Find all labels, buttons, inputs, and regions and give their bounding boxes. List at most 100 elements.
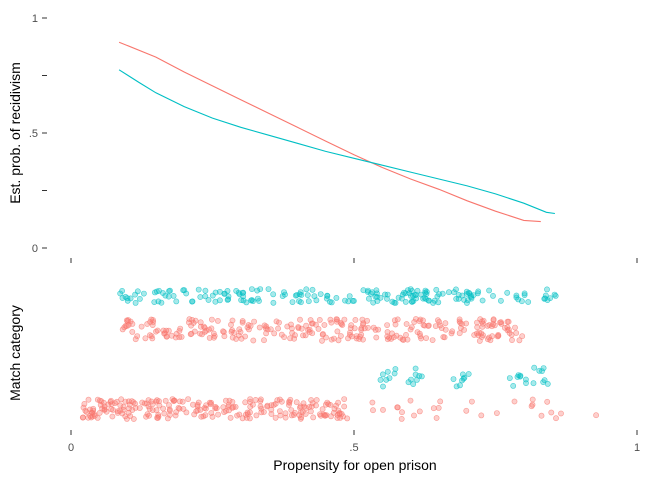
point-band-4: [455, 295, 462, 302]
point-band-1: [288, 412, 295, 419]
point-band-3: [256, 324, 263, 331]
point-band-1: [399, 409, 405, 416]
point-band-1: [593, 412, 599, 419]
point-band-3: [420, 322, 427, 328]
point-band-3: [417, 333, 424, 340]
point-band-1: [148, 398, 155, 405]
point-band-4: [346, 293, 353, 299]
point-band-1: [341, 403, 348, 410]
point-band-1: [282, 410, 289, 417]
point-band-1: [166, 402, 172, 409]
point-band-1: [132, 404, 139, 411]
point-band-3: [321, 322, 328, 328]
bottom-y-axis-title: Match category: [7, 305, 23, 401]
point-band-1: [407, 397, 414, 404]
point-band-3: [457, 319, 464, 326]
point-band-1: [220, 404, 227, 411]
point-band-1: [120, 403, 127, 410]
point-band-1: [528, 403, 535, 410]
point-band-4: [521, 290, 528, 297]
point-band-1: [120, 406, 127, 413]
point-band-3: [479, 318, 485, 325]
point-band-1: [171, 397, 178, 404]
point-band-1: [144, 411, 151, 418]
point-band-3: [341, 316, 348, 323]
point-band-4: [345, 298, 352, 305]
point-band-3: [479, 323, 486, 330]
point-band-2: [530, 380, 537, 387]
point-band-1: [194, 403, 201, 410]
bottom-x-axis: 0.5 1: [68, 430, 640, 454]
point-band-3: [229, 317, 236, 324]
point-band-4: [513, 292, 520, 299]
point-band-3: [210, 330, 217, 337]
top-y-axis-title: Est. prob. of recidivism: [7, 62, 23, 204]
point-band-1: [252, 396, 259, 403]
point-band-3: [412, 316, 419, 322]
point-band-2: [453, 383, 460, 390]
point-band-3: [197, 330, 203, 337]
point-band-2: [457, 382, 463, 389]
point-band-2: [515, 372, 522, 378]
top-y-tick-label-0: 0: [32, 243, 38, 255]
bottom-x-tick-label-1: .5: [349, 442, 358, 454]
point-band-1: [394, 404, 401, 411]
point-band-1: [130, 416, 137, 422]
point-band-4: [265, 286, 272, 292]
point-band-1: [268, 406, 275, 413]
point-band-4: [303, 286, 310, 293]
point-band-3: [393, 332, 400, 339]
point-band-4: [270, 291, 277, 298]
point-band-1: [310, 414, 317, 421]
point-band-1: [230, 404, 237, 410]
point-band-1: [328, 413, 334, 420]
point-band-2: [386, 375, 393, 381]
point-band-3: [149, 322, 156, 328]
point-band-1: [175, 404, 182, 411]
point-band-2: [510, 382, 517, 389]
point-band-3: [228, 321, 234, 328]
point-band-1: [264, 402, 271, 409]
point-band-3: [276, 319, 282, 326]
point-band-1: [272, 414, 279, 421]
point-band-3: [278, 331, 285, 338]
point-band-3: [189, 316, 195, 323]
point-band-3: [498, 319, 504, 326]
point-band-4: [248, 297, 255, 303]
point-band-3: [403, 321, 410, 327]
top-line-series: [118, 41, 555, 223]
point-band-3: [201, 328, 208, 335]
point-band-1: [336, 410, 343, 417]
point-band-2: [384, 368, 391, 375]
point-band-4: [544, 286, 550, 293]
bottom-scatter-points: [79, 286, 599, 422]
point-band-1: [101, 406, 108, 413]
point-band-3: [365, 324, 371, 331]
point-band-2: [540, 379, 547, 385]
point-band-1: [191, 411, 198, 418]
point-band-1: [162, 397, 169, 404]
point-band-4: [140, 290, 147, 297]
point-band-3: [177, 325, 184, 332]
point-band-1: [249, 401, 256, 408]
point-band-3: [138, 323, 145, 330]
point-band-1: [82, 407, 89, 414]
point-band-3: [132, 336, 139, 343]
point-band-1: [113, 398, 120, 405]
series-line-2: [118, 69, 555, 215]
point-band-4: [166, 288, 172, 294]
point-band-2: [540, 365, 547, 371]
point-band-4: [224, 296, 231, 303]
point-band-3: [347, 329, 353, 336]
point-band-1: [85, 396, 92, 403]
point-band-2: [539, 368, 545, 374]
point-band-1: [209, 413, 216, 420]
point-band-4: [235, 289, 242, 296]
point-band-1: [558, 410, 564, 417]
point-band-4: [407, 292, 414, 299]
point-band-4: [451, 289, 457, 296]
point-band-1: [109, 413, 116, 420]
point-band-1: [433, 415, 440, 421]
point-band-3: [456, 330, 463, 337]
point-band-4: [305, 298, 312, 305]
